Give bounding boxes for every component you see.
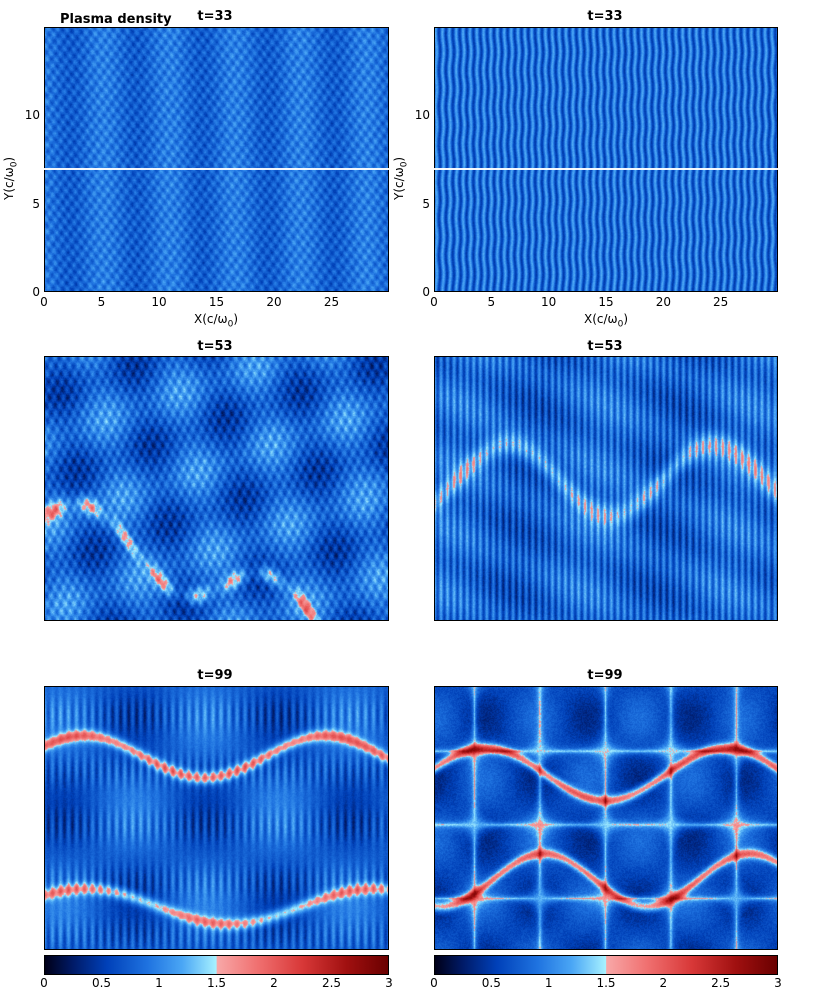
colorbar-tick-label: 2.5: [711, 976, 731, 990]
x-axis-label-1: X(c/ω0): [194, 312, 239, 330]
ytick-label: 0: [422, 285, 430, 299]
heatmap-panel-5: [44, 686, 389, 950]
colorbar-tick-label: 3: [774, 976, 782, 990]
colorbar-tick-label: 3: [385, 976, 393, 990]
colorbar-tick-label: 0: [40, 976, 48, 990]
xtick-label: 0: [40, 295, 48, 309]
heatmap-panel-2: [434, 27, 778, 292]
colorbar-tick-label: 2.5: [321, 976, 342, 990]
xtick-label: 20: [655, 295, 671, 309]
panel-title-2: t=33: [587, 9, 623, 24]
xtick-label: 20: [266, 295, 282, 309]
colorbar-left: [44, 955, 389, 975]
reference-line-2: [434, 168, 778, 170]
ytick-label: 10: [414, 108, 430, 122]
colorbar-tick-label: 2: [659, 976, 668, 990]
reference-line-1: [44, 168, 389, 170]
y-axis-label-2: Y(c/ω0): [392, 156, 410, 200]
panel-title-6: t=99: [587, 668, 623, 683]
ytick-label: 5: [32, 197, 40, 211]
xtick-label: 25: [323, 295, 340, 309]
xtick-label: 25: [713, 295, 729, 309]
ytick-label: 0: [32, 285, 40, 299]
colorbar-tick-label: 1.5: [206, 976, 227, 990]
heatmap-panel-3: [44, 356, 389, 621]
xtick-label: 5: [487, 295, 496, 309]
panel-title-5: t=99: [197, 668, 233, 683]
panel-title-4: t=53: [587, 339, 623, 354]
heatmap-panel-4: [434, 356, 778, 621]
colorbar-tick-label: 0.5: [481, 976, 501, 990]
xtick-label: 10: [151, 295, 167, 309]
colorbar-tick-label: 1: [155, 976, 163, 990]
y-axis-label-1: Y(c/ω0): [2, 156, 20, 200]
xtick-label: 5: [97, 295, 106, 309]
ytick-label: 5: [422, 197, 430, 211]
ytick-label: 10: [24, 108, 40, 122]
panel-title-1: t=33: [197, 9, 233, 24]
colorbar-tick-label: 1.5: [596, 976, 616, 990]
xtick-label: 15: [598, 295, 614, 309]
colorbar-tick-label: 0.5: [91, 976, 112, 990]
figure-label: Plasma density: [60, 12, 172, 27]
xtick-label: 15: [208, 295, 225, 309]
colorbar-tick-label: 2: [270, 976, 278, 990]
xtick-label: 0: [430, 295, 438, 309]
xtick-label: 10: [541, 295, 557, 309]
heatmap-panel-1: [44, 27, 389, 292]
panel-title-3: t=53: [197, 339, 233, 354]
x-axis-label-2: X(c/ω0): [584, 312, 629, 330]
colorbar-tick-label: 0: [430, 976, 438, 990]
colorbar-tick-label: 1: [544, 976, 553, 990]
heatmap-panel-6: [434, 686, 778, 950]
colorbar-right: [434, 955, 778, 975]
